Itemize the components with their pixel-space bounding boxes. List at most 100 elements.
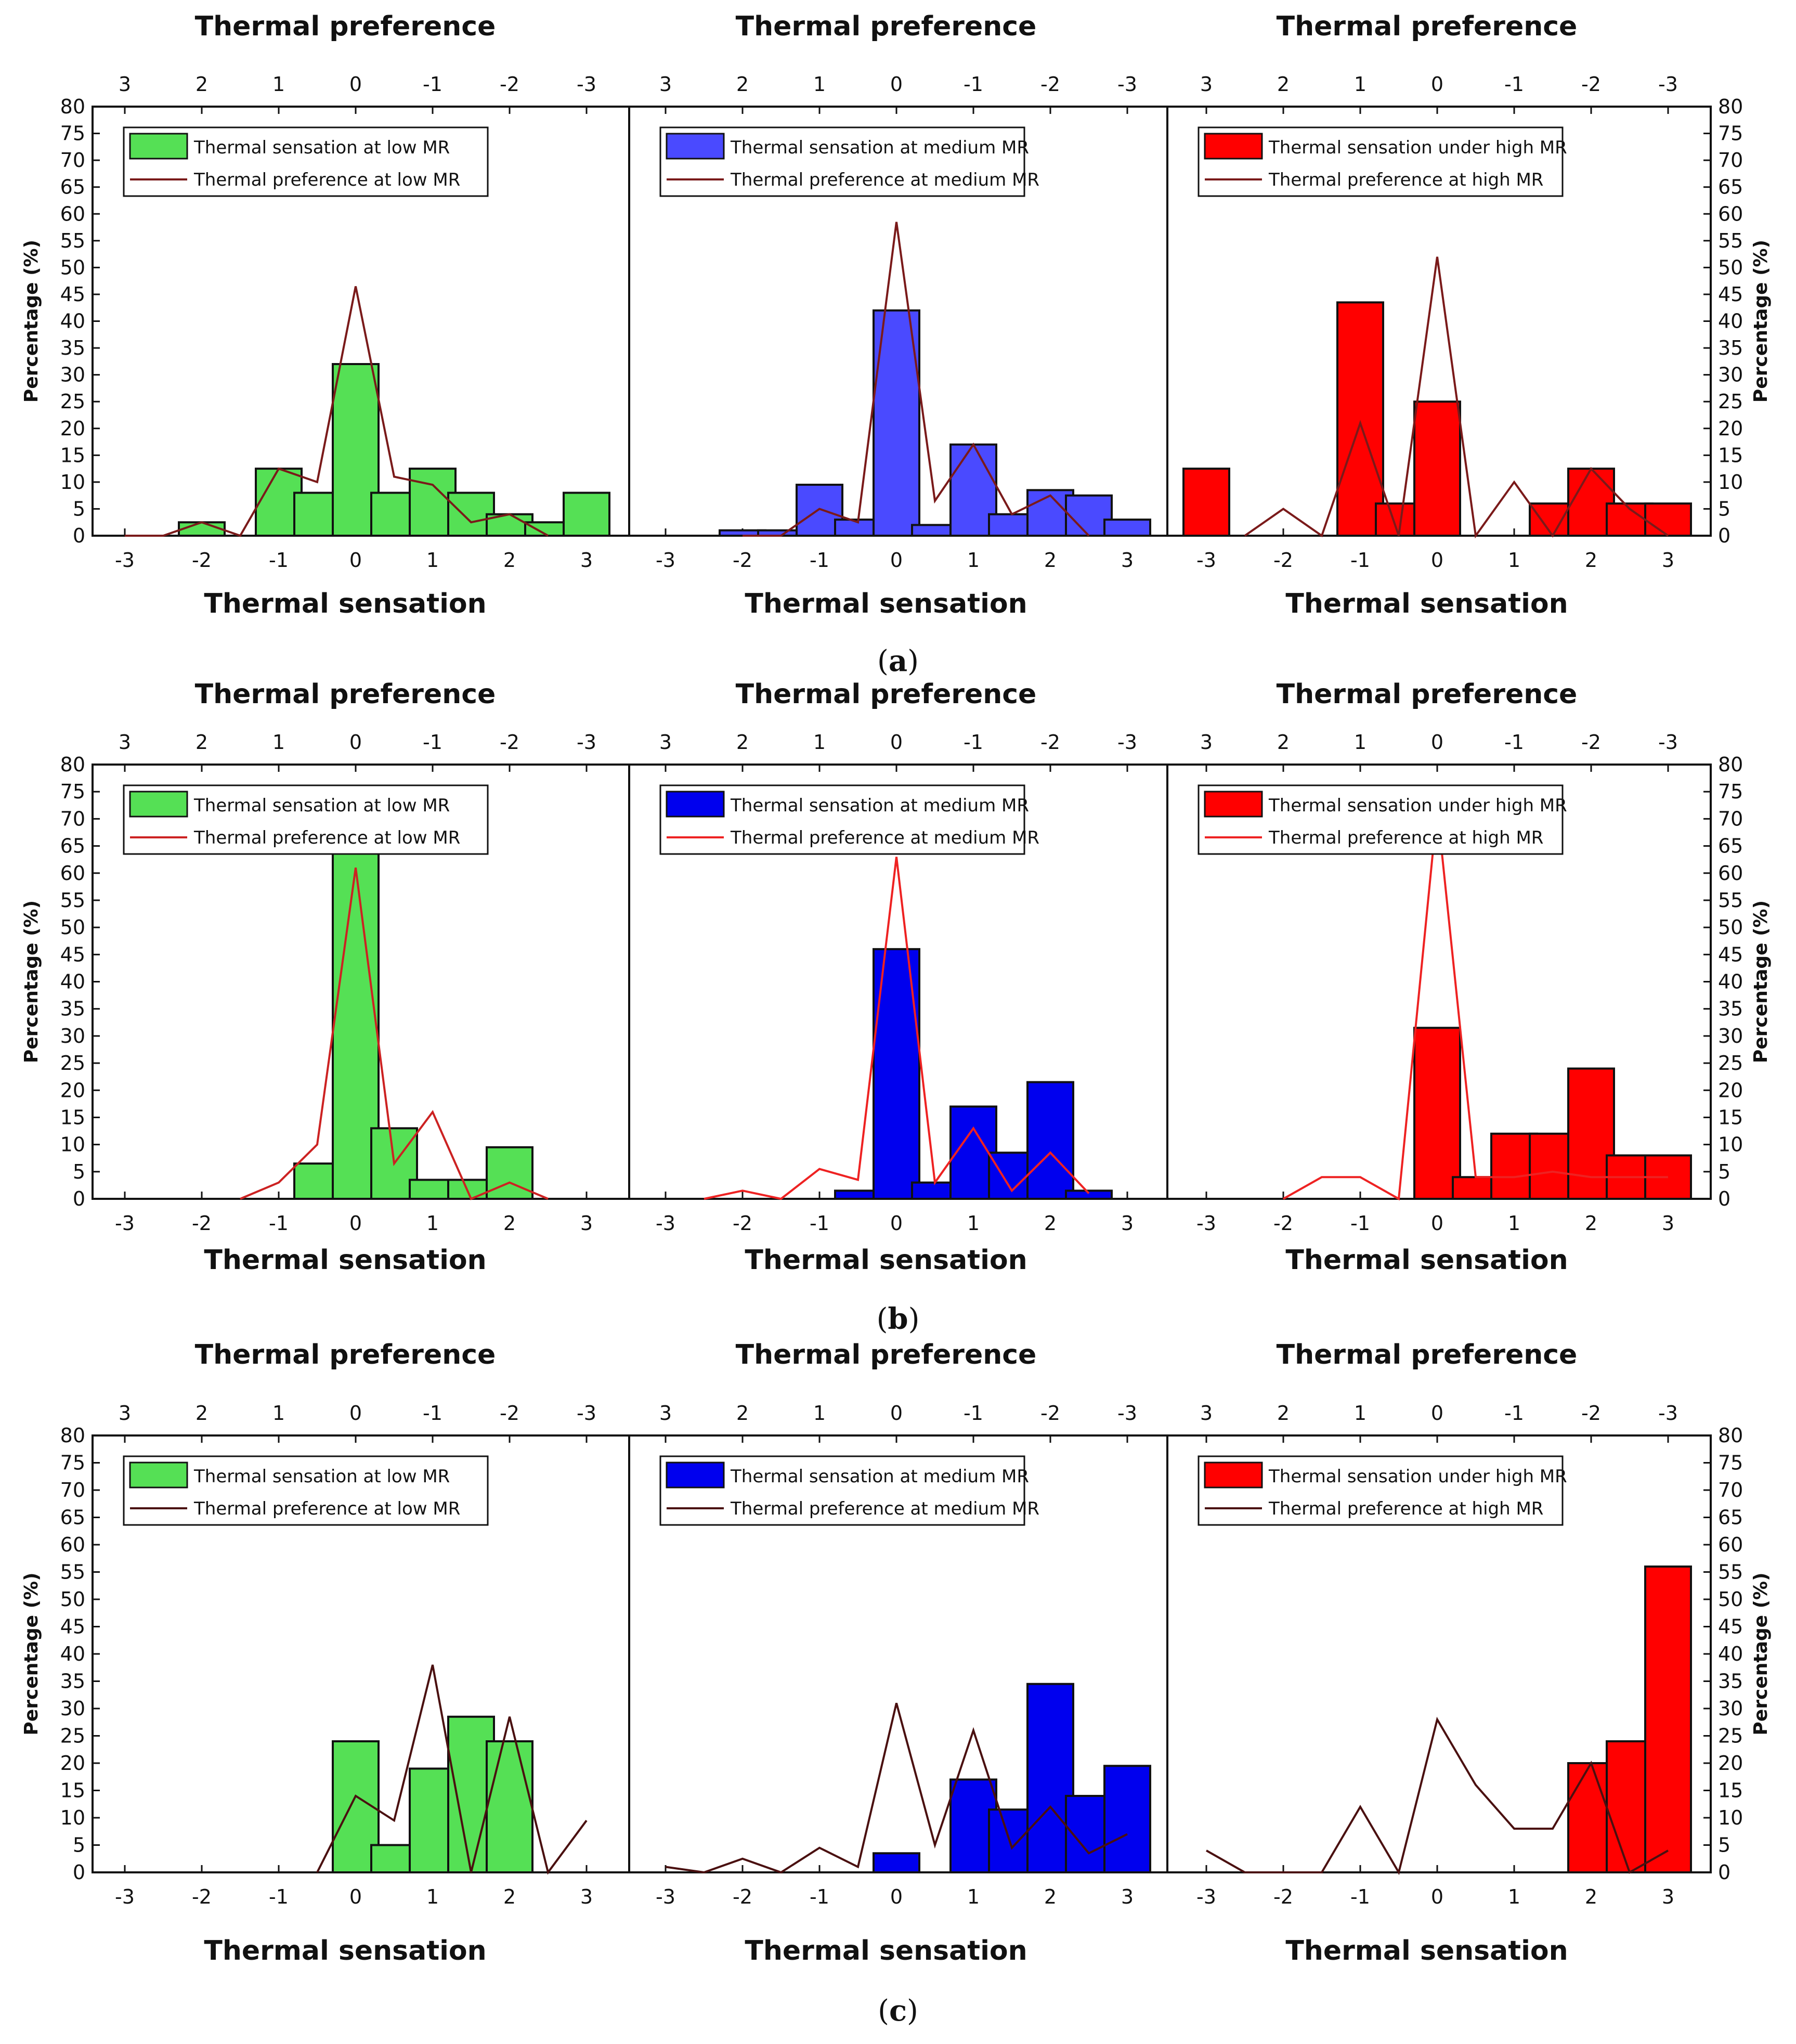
preference-tick-label: 1 bbox=[272, 1402, 285, 1425]
y-tick-label-right: 55 bbox=[1718, 1561, 1743, 1584]
y-axis-label-right: Percentage (%) bbox=[1750, 240, 1772, 403]
sensation-tick-label: -1 bbox=[810, 1885, 829, 1908]
y-tick-label-left: 20 bbox=[60, 1752, 85, 1775]
y-tick-label-right: 5 bbox=[1718, 1160, 1730, 1183]
top-axis-title: Thermal preference bbox=[1277, 11, 1578, 42]
sensation-tick-label: 3 bbox=[1662, 549, 1674, 572]
bar bbox=[1413, 1027, 1461, 1200]
legend-bar-label: Thermal sensation at medium MR bbox=[730, 795, 1029, 816]
y-tick-label-left: 35 bbox=[60, 998, 85, 1020]
y-tick-label-right: 65 bbox=[1718, 835, 1743, 858]
y-tick-label-right: 30 bbox=[1718, 1025, 1743, 1047]
y-tick-label-left: 50 bbox=[60, 916, 85, 939]
y-tick-label-left: 75 bbox=[60, 780, 85, 803]
sensation-tick-label: -3 bbox=[656, 549, 675, 572]
preference-tick-label: -2 bbox=[500, 73, 519, 96]
y-tick-label-right: 25 bbox=[1718, 1725, 1743, 1748]
sensation-tick-label: -2 bbox=[733, 1885, 752, 1908]
sensation-tick-label: -1 bbox=[1350, 549, 1370, 572]
y-tick-label-right: 55 bbox=[1718, 889, 1743, 912]
panel-b-1: Thermal preference Thermal sensation 3 -3 2 -… bbox=[115, 679, 596, 1276]
y-tick-label-right: 50 bbox=[1718, 256, 1743, 279]
panel-c-2: Thermal preference Thermal sensation 3 -3 2 -… bbox=[656, 1339, 1151, 1967]
preference-tick-label: -1 bbox=[423, 731, 443, 754]
preference-tick-label: 0 bbox=[890, 731, 903, 754]
sensation-tick-label: 1 bbox=[1508, 549, 1520, 572]
legend-line-label: Thermal preference at low MR bbox=[193, 170, 460, 190]
preference-tick-label: -3 bbox=[1658, 73, 1678, 96]
y-tick-label-left: 55 bbox=[60, 1561, 85, 1584]
y-axis-label-left: Percentage (%) bbox=[21, 1572, 42, 1735]
top-axis-title: Thermal preference bbox=[736, 679, 1037, 710]
y-tick-label-left: 40 bbox=[60, 1642, 85, 1665]
legend-bar-label: Thermal sensation under high MR bbox=[1268, 1466, 1567, 1487]
sensation-tick-label: 0 bbox=[349, 549, 362, 572]
sensation-tick-label: 1 bbox=[1508, 1212, 1520, 1235]
sensation-tick-label: 1 bbox=[967, 1885, 980, 1908]
row-caption: (a) bbox=[877, 644, 919, 678]
panel-a-2: Thermal preference Thermal sensation 3 -3 2 -… bbox=[656, 11, 1151, 619]
preference-tick-label: -2 bbox=[1040, 1402, 1060, 1425]
sensation-tick-label: 2 bbox=[1044, 1212, 1057, 1235]
y-tick-label-left: 10 bbox=[60, 471, 85, 494]
bar bbox=[873, 1852, 920, 1873]
sensation-tick-label: 3 bbox=[580, 1212, 593, 1235]
caption-letter: c bbox=[889, 1994, 907, 2028]
sensation-tick-label: 0 bbox=[349, 1212, 362, 1235]
caption-close-paren: ) bbox=[908, 1302, 920, 1336]
legend-bar-swatch bbox=[1204, 791, 1263, 818]
y-tick-label-right: 5 bbox=[1718, 497, 1730, 520]
preference-tick-label: -2 bbox=[500, 1402, 519, 1425]
preference-tick-label: 1 bbox=[272, 73, 285, 96]
preference-tick-label: 3 bbox=[119, 731, 131, 754]
preference-tick-label: -2 bbox=[500, 731, 519, 754]
sensation-tick-label: -3 bbox=[656, 1212, 675, 1235]
y-tick-label-right: 70 bbox=[1718, 1479, 1743, 1502]
preference-tick-label: 2 bbox=[1277, 731, 1290, 754]
caption-letter: a bbox=[889, 644, 907, 678]
sensation-tick-label: 0 bbox=[890, 1212, 903, 1235]
legend-line-label: Thermal preference at high MR bbox=[1268, 1498, 1543, 1519]
preference-tick-label: 2 bbox=[196, 1402, 208, 1425]
y-tick-label-right: 10 bbox=[1718, 1133, 1743, 1156]
y-tick-label-right: 30 bbox=[1718, 1697, 1743, 1720]
sensation-tick-label: -2 bbox=[1273, 1212, 1293, 1235]
legend-bar-swatch bbox=[666, 791, 725, 818]
top-axis-title: Thermal preference bbox=[1277, 679, 1578, 710]
preference-tick-label: 2 bbox=[196, 731, 208, 754]
y-tick-label-right: 15 bbox=[1718, 444, 1743, 467]
y-tick-label-right: 70 bbox=[1718, 807, 1743, 830]
y-tick-label-left: 15 bbox=[60, 1779, 85, 1802]
sensation-tick-label: -1 bbox=[810, 1212, 829, 1235]
y-tick-label-left: 0 bbox=[73, 1187, 85, 1210]
y-axis-label-left: Percentage (%) bbox=[21, 900, 42, 1063]
y-tick-label-right: 40 bbox=[1718, 1642, 1743, 1665]
sensation-tick-label: 2 bbox=[1044, 549, 1057, 572]
sensation-tick-label: 0 bbox=[1431, 549, 1443, 572]
y-tick-label-right: 5 bbox=[1718, 1834, 1730, 1857]
preference-tick-label: 3 bbox=[659, 1402, 672, 1425]
legend-bar-swatch bbox=[666, 1461, 725, 1489]
preference-tick-label: -1 bbox=[964, 731, 983, 754]
preference-tick-label: -1 bbox=[423, 1402, 443, 1425]
bar bbox=[1103, 1765, 1151, 1873]
y-tick-label-right: 10 bbox=[1718, 1806, 1743, 1829]
preference-tick-label: -3 bbox=[1117, 731, 1137, 754]
y-tick-label-left: 60 bbox=[60, 202, 85, 225]
y-tick-label-right: 75 bbox=[1718, 122, 1743, 145]
bar bbox=[486, 1146, 533, 1200]
y-tick-label-left: 55 bbox=[60, 229, 85, 252]
y-tick-label-right: 50 bbox=[1718, 1588, 1743, 1611]
preference-line bbox=[1206, 1716, 1669, 1875]
preference-tick-label: 0 bbox=[349, 1402, 362, 1425]
legend-bar-label: Thermal sensation at low MR bbox=[193, 137, 450, 158]
preference-tick-label: 1 bbox=[813, 731, 826, 754]
preference-tick-label: -3 bbox=[577, 1402, 596, 1425]
top-axis-title: Thermal preference bbox=[1277, 1339, 1578, 1370]
y-tick-label-left: 40 bbox=[60, 971, 85, 993]
sensation-tick-label: -2 bbox=[192, 549, 212, 572]
y-tick-label-left: 0 bbox=[73, 524, 85, 547]
preference-tick-label: 3 bbox=[1200, 73, 1213, 96]
sensation-tick-label: -2 bbox=[733, 1212, 752, 1235]
y-tick-label-left: 5 bbox=[73, 1160, 85, 1183]
